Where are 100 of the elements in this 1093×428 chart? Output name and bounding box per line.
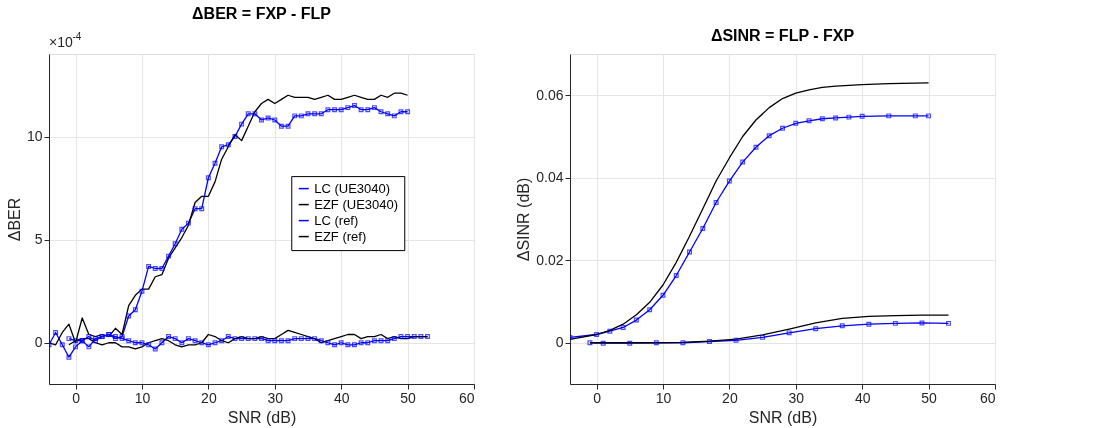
point xyxy=(587,340,593,346)
y-tick-label: 0.04 xyxy=(536,169,564,186)
point xyxy=(305,111,311,117)
x-tick-label: 20 xyxy=(722,389,738,406)
point xyxy=(199,206,205,212)
point xyxy=(179,340,185,346)
point xyxy=(312,111,318,117)
point xyxy=(126,313,132,319)
point xyxy=(172,336,178,342)
x-tick-label: 0 xyxy=(72,389,81,406)
point xyxy=(365,340,371,346)
point xyxy=(338,340,344,346)
point xyxy=(325,340,331,346)
point xyxy=(926,113,932,119)
point xyxy=(232,336,238,342)
point xyxy=(600,340,606,346)
point xyxy=(252,111,258,117)
point xyxy=(292,113,298,119)
x-tick-label: 30 xyxy=(267,389,284,406)
point xyxy=(179,226,185,232)
x-axis-title: SNR (dB) xyxy=(748,408,818,426)
point xyxy=(378,109,384,115)
point xyxy=(345,105,351,111)
point xyxy=(912,113,918,119)
point xyxy=(66,336,72,342)
point xyxy=(919,320,925,326)
point xyxy=(166,253,171,259)
point xyxy=(726,178,732,184)
point xyxy=(205,175,211,181)
point xyxy=(358,107,364,113)
point xyxy=(846,114,852,120)
point xyxy=(212,340,218,346)
line-series xyxy=(589,314,950,344)
point xyxy=(265,338,271,344)
point xyxy=(199,340,205,346)
legend-label: EZF (ref) xyxy=(314,228,367,244)
point xyxy=(411,334,417,340)
legend-label: LC (UE3040) xyxy=(314,180,391,196)
point xyxy=(305,336,311,342)
point xyxy=(239,121,245,127)
point xyxy=(59,342,65,348)
point xyxy=(673,273,679,278)
y-tick-label: 0.02 xyxy=(536,251,564,268)
x-tick-label: 50 xyxy=(400,389,417,406)
point xyxy=(192,338,198,344)
point xyxy=(391,113,397,119)
point xyxy=(620,325,626,330)
legend-label: LC (ref) xyxy=(314,212,359,228)
point xyxy=(159,340,165,346)
point xyxy=(146,342,152,348)
point xyxy=(839,323,845,329)
point xyxy=(338,107,344,113)
point xyxy=(298,113,304,119)
point xyxy=(740,159,746,165)
point xyxy=(398,109,404,115)
point xyxy=(139,340,145,346)
point xyxy=(272,338,278,344)
point xyxy=(285,338,291,344)
point xyxy=(272,117,278,123)
x-tick-label: 20 xyxy=(201,389,217,406)
x-tick-label: 60 xyxy=(458,389,475,406)
point xyxy=(713,200,719,205)
point xyxy=(225,142,231,148)
point xyxy=(285,123,291,129)
point xyxy=(152,266,158,271)
y-axis-title: ΔSINR (dB) xyxy=(515,177,533,262)
point xyxy=(786,330,792,336)
point xyxy=(859,113,865,119)
point xyxy=(219,144,225,150)
point xyxy=(86,344,92,350)
point xyxy=(833,115,839,121)
point xyxy=(398,334,404,340)
point xyxy=(66,354,72,360)
point xyxy=(418,334,424,340)
x-tick-label: 40 xyxy=(333,389,350,406)
point xyxy=(733,337,739,343)
point xyxy=(660,292,666,298)
point xyxy=(806,118,812,124)
point xyxy=(318,338,324,344)
point xyxy=(680,340,686,346)
point xyxy=(753,144,759,150)
point xyxy=(132,307,138,313)
chart-title: ΔSINR = FLP - FXP xyxy=(710,27,855,44)
x-axis-title: SNR (dB) xyxy=(227,408,297,426)
point xyxy=(212,160,218,166)
point xyxy=(405,109,411,115)
point xyxy=(687,249,692,255)
y-tick-label: 10 xyxy=(26,128,43,144)
point xyxy=(352,342,357,348)
point xyxy=(325,107,331,113)
point xyxy=(332,342,338,348)
point xyxy=(259,117,264,123)
point xyxy=(385,111,391,117)
point xyxy=(793,120,799,126)
point xyxy=(866,321,872,327)
point xyxy=(633,317,639,323)
point xyxy=(345,342,351,348)
point xyxy=(73,344,79,350)
legend-label: EZF (UE3040) xyxy=(314,196,399,212)
point xyxy=(886,113,892,119)
